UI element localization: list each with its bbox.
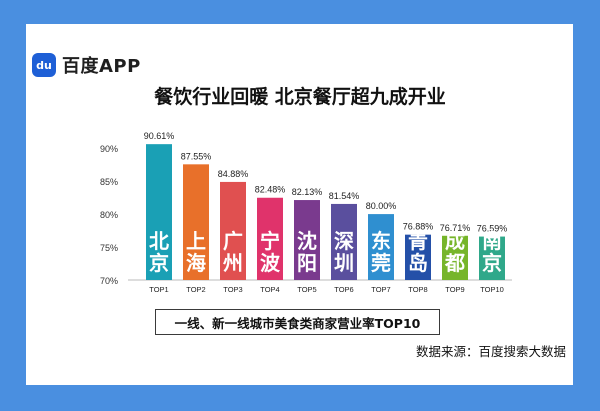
bar-city-label: 莞 bbox=[371, 251, 391, 275]
data-label: 90.61% bbox=[144, 131, 175, 141]
bar bbox=[442, 235, 468, 280]
bar-city-label: 阳 bbox=[297, 251, 317, 275]
bar bbox=[146, 144, 172, 280]
bar-city-label: 广 bbox=[223, 229, 243, 253]
brand-name: 百度APP bbox=[62, 56, 141, 77]
infographic-title: 餐饮行业回暖 北京餐厅超九成开业 bbox=[154, 86, 446, 108]
bar-city-label: 上 bbox=[186, 229, 206, 253]
x-tick-label: TOP9 bbox=[445, 285, 464, 294]
data-label: 80.00% bbox=[366, 201, 397, 211]
bar-city-label: 京 bbox=[149, 251, 169, 275]
bar bbox=[331, 203, 357, 280]
bar bbox=[405, 234, 431, 280]
y-tick-label: 85% bbox=[100, 177, 118, 187]
bar bbox=[220, 181, 246, 280]
bar-city-label: 成 bbox=[445, 229, 465, 253]
bar-city-label: 岛 bbox=[408, 251, 428, 275]
bar-city-label: 州 bbox=[223, 251, 243, 275]
x-tick-label: TOP1 bbox=[149, 285, 168, 294]
bar-city-label: 海 bbox=[186, 251, 206, 275]
data-label: 87.55% bbox=[181, 151, 212, 161]
bar-city-label: 深 bbox=[334, 229, 354, 253]
y-tick-label: 80% bbox=[100, 210, 118, 220]
x-tick-label: TOP8 bbox=[408, 285, 427, 294]
bar-city-label: 北 bbox=[149, 229, 169, 253]
data-label: 76.71% bbox=[440, 223, 471, 233]
bar bbox=[368, 214, 394, 280]
bar bbox=[294, 200, 320, 280]
bar-city-label: 圳 bbox=[334, 251, 354, 275]
chart-caption: 一线、新一线城市美食类商家营业率TOP10 bbox=[155, 309, 440, 335]
x-tick-label: TOP2 bbox=[186, 285, 205, 294]
brand: du 百度APP bbox=[32, 51, 141, 79]
bar-city-label: 东 bbox=[371, 229, 391, 253]
x-tick-label: TOP4 bbox=[260, 285, 279, 294]
x-tick-label: TOP5 bbox=[297, 285, 316, 294]
y-tick-label: 90% bbox=[100, 144, 118, 154]
bar-city-label: 宁 bbox=[260, 229, 280, 253]
y-tick-label: 75% bbox=[100, 243, 118, 253]
data-label: 76.59% bbox=[477, 224, 508, 234]
y-tick-label: 70% bbox=[100, 276, 118, 286]
data-label: 84.88% bbox=[218, 169, 249, 179]
bar-city-label: 京 bbox=[482, 251, 502, 275]
bar-city-label: 南 bbox=[482, 229, 502, 253]
bar-city-label: 青 bbox=[408, 229, 428, 253]
data-label: 81.54% bbox=[329, 191, 360, 201]
bar-city-label: 波 bbox=[260, 251, 281, 275]
bar bbox=[479, 236, 505, 280]
bar bbox=[257, 197, 283, 280]
baidu-paw-icon: du bbox=[32, 53, 56, 77]
data-source: 数据来源：百度搜索大数据 bbox=[415, 344, 566, 359]
data-label: 82.13% bbox=[292, 187, 323, 197]
x-tick-label: TOP6 bbox=[334, 285, 353, 294]
data-label: 82.48% bbox=[255, 185, 286, 195]
x-tick-label: TOP7 bbox=[371, 285, 390, 294]
bar-city-label: 沈 bbox=[297, 229, 317, 253]
x-tick-label: TOP10 bbox=[480, 285, 504, 294]
data-label: 76.88% bbox=[403, 222, 434, 232]
x-tick-label: TOP3 bbox=[223, 285, 242, 294]
bar bbox=[183, 164, 209, 280]
bar-city-label: 都 bbox=[444, 251, 465, 275]
